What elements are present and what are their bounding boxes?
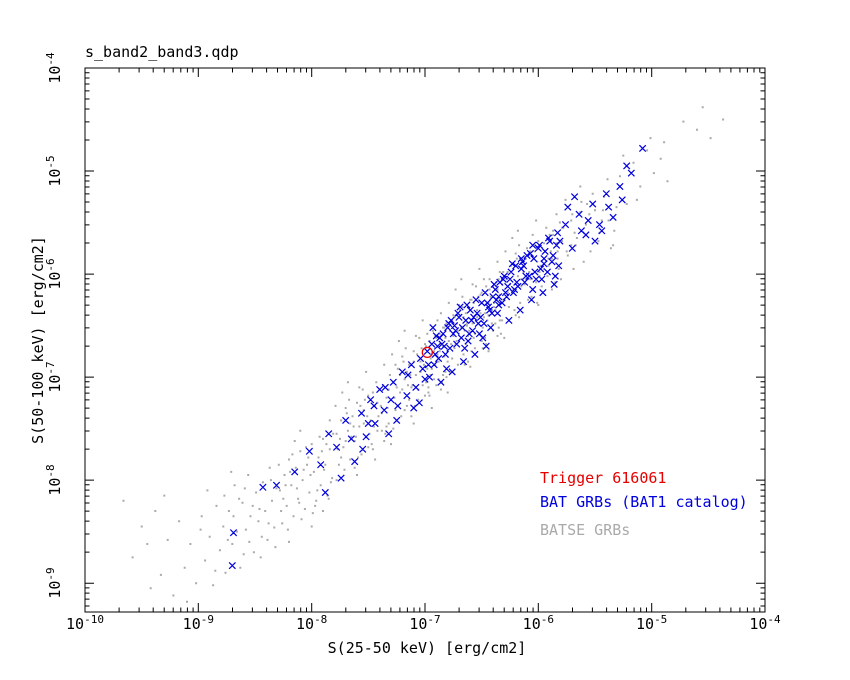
y-tick-label: 10-5: [44, 155, 64, 187]
plot-frame-and-ticks: [84, 67, 766, 613]
y-tick-label: 10-7: [44, 361, 64, 393]
x-tick-label: 10-9: [182, 613, 214, 633]
x-tick-label: 10-7: [409, 613, 441, 633]
bat-grbs-points: [228, 144, 647, 570]
x-tick-label: 10-10: [66, 613, 104, 633]
x-tick-label: 10-4: [749, 613, 781, 633]
plot-title: s_band2_band3.qdp: [85, 43, 239, 61]
trigger-616061-marker: [421, 346, 433, 359]
legend-entry-bat-grbs: BAT GRBs (BAT1 catalog): [540, 493, 748, 511]
y-tick-label: 10-4: [44, 52, 64, 84]
legend-entry-batse-grbs: BATSE GRBs: [540, 521, 631, 539]
y-tick-label: 10-6: [44, 258, 64, 290]
x-tick-label: 10-8: [296, 613, 328, 633]
y-tick-label: 10-8: [44, 464, 64, 496]
legend-entry-trigger: Trigger 616061: [540, 469, 667, 487]
batse-grbs-points: [122, 106, 725, 603]
x-tick-label: 10-5: [636, 613, 668, 633]
x-axis-title: S(25-50 keV) [erg/cm2]: [327, 639, 527, 657]
y-tick-label: 10-9: [44, 567, 64, 599]
x-tick-label: 10-6: [522, 613, 554, 633]
